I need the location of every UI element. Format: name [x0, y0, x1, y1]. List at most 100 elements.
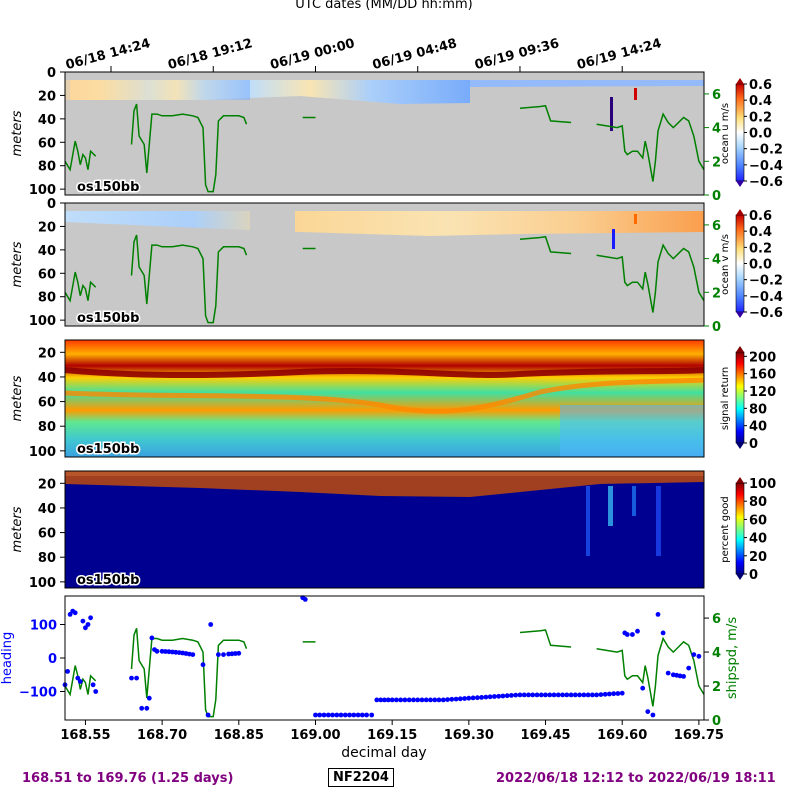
- heading-point: [233, 651, 238, 656]
- y-axis-label: meters: [10, 110, 25, 156]
- heading-point: [302, 597, 308, 602]
- heading-tick-label: 0: [48, 652, 57, 667]
- colorbar-tick-label: 80: [749, 402, 767, 417]
- heading-point: [624, 632, 630, 637]
- x-tick-label: 168.70: [137, 728, 187, 743]
- heading-point: [88, 615, 93, 621]
- heading-point: [330, 712, 335, 718]
- heading-point: [479, 695, 484, 700]
- heading-point: [321, 712, 327, 718]
- x-tick-label: 169.75: [674, 728, 724, 743]
- y-tick-label: 80: [38, 551, 56, 566]
- colorbar-tick-label: 40: [749, 420, 767, 435]
- colorbar-tick-label: 0.0: [749, 127, 772, 142]
- shipspd-overlay: [64, 234, 705, 324]
- heading-point: [159, 648, 165, 654]
- heading-point: [691, 652, 697, 657]
- right-tick-label: 2: [712, 155, 721, 170]
- heading-point: [590, 692, 595, 698]
- shipspd-tick-label: 6: [712, 612, 721, 627]
- heading-point: [428, 697, 433, 703]
- heading-point: [635, 628, 640, 634]
- footer-date-range: 2022/06/18 12:12 to 2022/06/19 18:11: [496, 771, 776, 786]
- heading-point: [432, 697, 438, 703]
- y-tick-label: 40: [38, 371, 56, 386]
- heading-point: [190, 652, 196, 657]
- colorbar-tick-label: 120: [749, 385, 776, 400]
- colorbar-tick-label: −0.6: [749, 175, 783, 190]
- colorbar-tick-label: 0: [749, 568, 758, 583]
- heading-point: [598, 692, 604, 697]
- heading-point: [347, 712, 352, 718]
- heading-point: [453, 696, 459, 702]
- x-tick-label: 168.55: [60, 728, 110, 743]
- heading-point: [139, 705, 145, 711]
- heading-point: [351, 712, 357, 718]
- heading-point: [655, 612, 661, 617]
- heading-point: [364, 712, 369, 718]
- instrument-label: os150bb: [77, 180, 139, 195]
- y-tick-label: 100: [29, 314, 56, 329]
- heading-point: [585, 692, 591, 698]
- heading-tick-label: −100: [19, 686, 57, 701]
- right-tick-label: 4: [712, 122, 721, 137]
- heading-point: [411, 697, 416, 703]
- heading-point: [517, 692, 523, 698]
- colorbar: [735, 83, 745, 182]
- heading-point: [355, 712, 361, 718]
- y-tick-label: 40: [38, 244, 56, 259]
- heading-point: [93, 689, 99, 694]
- heading-axis-label: heading: [0, 632, 15, 685]
- heading-point: [513, 692, 519, 698]
- colorbar-extend-top: [736, 346, 744, 352]
- heading-point: [496, 693, 502, 699]
- colorbar-extend-top: [736, 209, 744, 215]
- right-tick-label: 2: [712, 286, 721, 301]
- heading-point: [67, 612, 73, 617]
- heading-point: [163, 649, 168, 654]
- heading-point: [72, 610, 78, 616]
- colorbar-tick-label: −0.2: [749, 143, 783, 158]
- top-tick-label: 06/19 14:24: [575, 36, 663, 73]
- y-tick-label: 0: [47, 66, 56, 81]
- heading-point: [154, 648, 160, 654]
- x-tick-label: 169.00: [290, 728, 340, 743]
- heading-point: [449, 696, 455, 702]
- heading-point: [630, 632, 635, 637]
- heading-point: [83, 625, 88, 631]
- colorbar-tick-label: 0.6: [749, 209, 772, 224]
- right-tick-label: 6: [712, 88, 721, 103]
- heading-point: [85, 622, 91, 627]
- panel-signal-return: 20 40 60 80 100 meters os150bb 200 160 120 80 40 0…: [10, 339, 776, 460]
- heading-point: [483, 694, 489, 700]
- heading-point: [534, 692, 540, 698]
- y-tick-label: 80: [38, 160, 56, 175]
- y-tick-label: 20: [38, 89, 56, 104]
- heading-point: [221, 652, 226, 657]
- heading-point: [394, 697, 399, 703]
- heading-point: [538, 692, 544, 698]
- colorbar-extend-bottom: [736, 574, 744, 580]
- heading-point: [359, 712, 365, 718]
- shipspd-tick-label: 0: [712, 714, 721, 729]
- heading-point: [166, 649, 172, 655]
- heading-point: [402, 697, 408, 703]
- heading-point: [470, 695, 476, 701]
- heading-point: [208, 622, 214, 627]
- heading-point: [677, 673, 683, 679]
- heading-point: [564, 692, 570, 698]
- heading-point: [313, 712, 318, 718]
- colorbar-tick-label: 0.2: [749, 110, 772, 125]
- colorbar-tick-label: 0.0: [749, 258, 772, 273]
- heading-point: [149, 635, 155, 641]
- heading-point: [226, 651, 232, 657]
- heading-point: [466, 695, 472, 701]
- heading-point: [551, 692, 557, 698]
- y-tick-label: 20: [38, 477, 56, 492]
- y-tick-label: 60: [38, 396, 56, 411]
- heading-point: [369, 712, 375, 718]
- heading-point: [342, 712, 348, 718]
- y-tick-label: 60: [38, 136, 56, 151]
- heading-point: [521, 692, 527, 698]
- colorbar: [735, 351, 745, 444]
